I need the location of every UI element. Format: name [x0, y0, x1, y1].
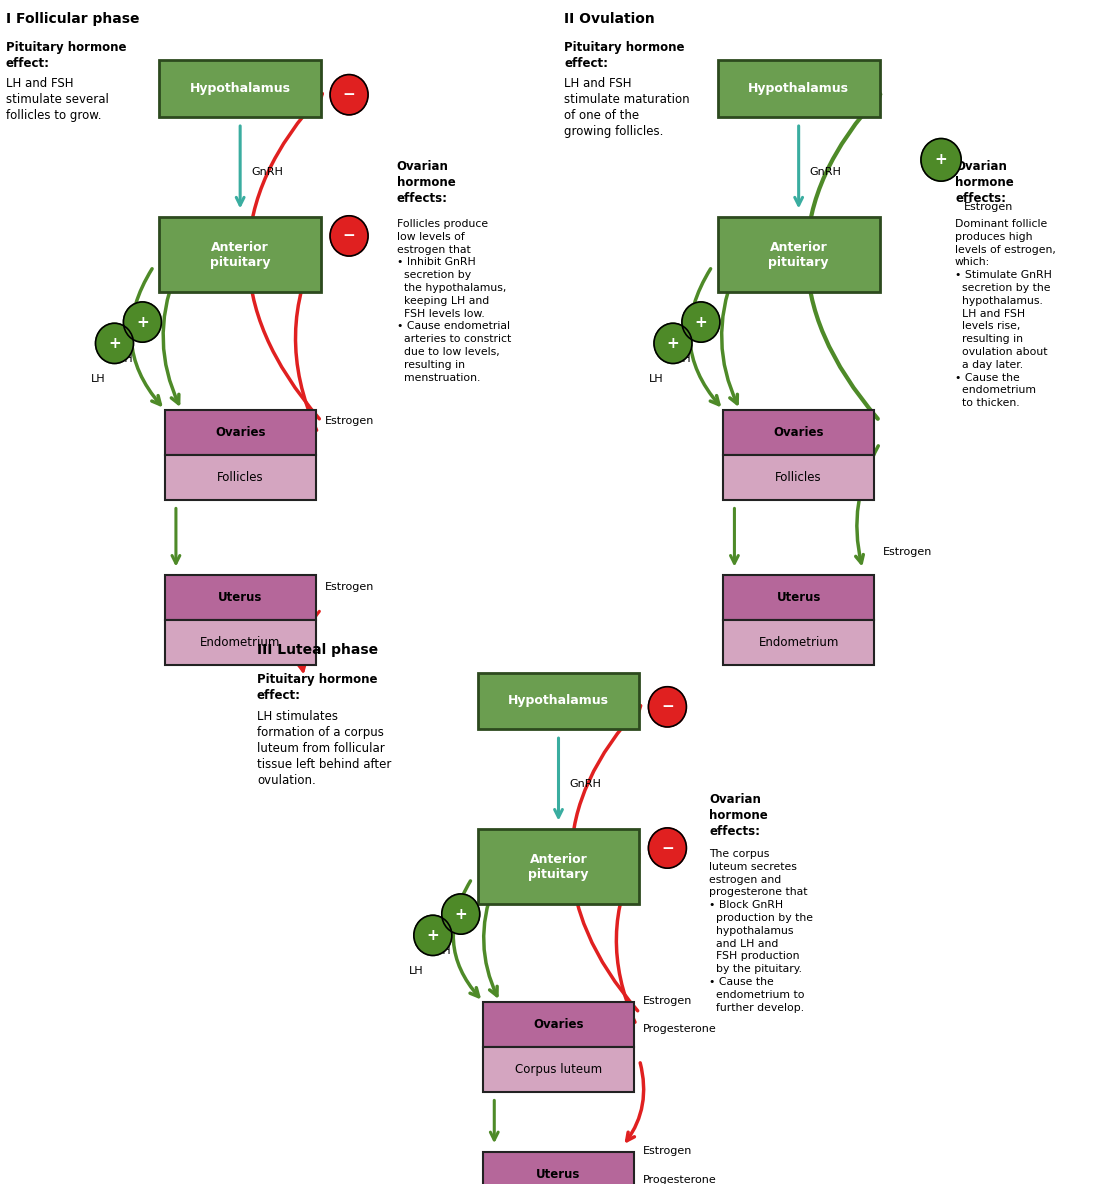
- Circle shape: [95, 323, 133, 363]
- Text: Progesterone: Progesterone: [643, 1175, 717, 1184]
- FancyBboxPatch shape: [160, 218, 322, 291]
- Circle shape: [648, 687, 686, 727]
- Text: Pituitary hormone
effect:: Pituitary hormone effect:: [257, 673, 378, 701]
- Text: Estrogen: Estrogen: [643, 996, 693, 1006]
- Text: The corpus
luteum secretes
estrogen and
progesterone that
• Block GnRH
  product: The corpus luteum secretes estrogen and …: [709, 849, 813, 1012]
- Text: Uterus: Uterus: [536, 1169, 581, 1180]
- FancyBboxPatch shape: [478, 829, 639, 905]
- Text: Uterus: Uterus: [776, 592, 821, 604]
- Text: II Ovulation: II Ovulation: [564, 12, 655, 26]
- Text: Hypothalamus: Hypothalamus: [748, 83, 849, 95]
- FancyBboxPatch shape: [483, 1152, 634, 1184]
- Text: I Follicular phase: I Follicular phase: [6, 12, 140, 26]
- Text: Uterus: Uterus: [218, 592, 262, 604]
- Text: Corpus luteum: Corpus luteum: [515, 1063, 602, 1075]
- Text: +: +: [455, 907, 467, 921]
- Text: −: −: [343, 88, 355, 102]
- FancyBboxPatch shape: [717, 60, 880, 117]
- FancyBboxPatch shape: [478, 673, 639, 729]
- Circle shape: [681, 302, 720, 342]
- Circle shape: [331, 75, 367, 115]
- Text: FSH: FSH: [430, 946, 451, 955]
- Text: Follicles produce
low levels of
estrogen that
• Inhibit GnRH
  secretion by
  th: Follicles produce low levels of estrogen…: [397, 219, 510, 382]
- Text: Estrogen: Estrogen: [963, 202, 1013, 212]
- Circle shape: [414, 915, 452, 955]
- Text: Ovarian
hormone
effects:: Ovarian hormone effects:: [397, 160, 456, 205]
- Text: +: +: [667, 336, 679, 350]
- FancyBboxPatch shape: [165, 455, 315, 500]
- Text: Progesterone: Progesterone: [643, 1024, 717, 1035]
- Text: Estrogen: Estrogen: [882, 547, 933, 556]
- Text: Pituitary hormone
effect:: Pituitary hormone effect:: [564, 41, 685, 70]
- Text: Follicles: Follicles: [217, 471, 264, 483]
- Circle shape: [648, 828, 686, 868]
- Text: LH: LH: [90, 374, 105, 384]
- FancyBboxPatch shape: [165, 620, 315, 665]
- Text: Ovarian
hormone
effects:: Ovarian hormone effects:: [955, 160, 1014, 205]
- Text: Ovaries: Ovaries: [533, 1018, 584, 1030]
- Text: +: +: [427, 928, 439, 942]
- Text: GnRH: GnRH: [251, 167, 284, 176]
- Text: Ovarian
hormone
effects:: Ovarian hormone effects:: [709, 793, 768, 838]
- FancyBboxPatch shape: [483, 1002, 634, 1047]
- Circle shape: [442, 894, 480, 934]
- Circle shape: [331, 215, 367, 256]
- Text: Anterior
pituitary: Anterior pituitary: [210, 240, 270, 269]
- Text: III Luteal phase: III Luteal phase: [257, 643, 378, 657]
- Text: LH: LH: [649, 374, 663, 384]
- Text: Anterior
pituitary: Anterior pituitary: [528, 852, 589, 881]
- Text: +: +: [935, 153, 947, 167]
- Text: FSH: FSH: [670, 354, 691, 363]
- FancyBboxPatch shape: [165, 575, 315, 620]
- Text: Anterior
pituitary: Anterior pituitary: [768, 240, 829, 269]
- Text: FSH: FSH: [112, 354, 133, 363]
- Text: LH and FSH
stimulate several
follicles to grow.: LH and FSH stimulate several follicles t…: [6, 77, 108, 122]
- Text: Dominant follicle
produces high
levels of estrogen,
which:
• Stimulate GnRH
  se: Dominant follicle produces high levels o…: [955, 219, 1056, 408]
- Text: Follicles: Follicles: [775, 471, 822, 483]
- Text: Estrogen: Estrogen: [643, 1146, 693, 1157]
- Circle shape: [123, 302, 161, 342]
- FancyBboxPatch shape: [717, 218, 880, 291]
- Text: Estrogen: Estrogen: [324, 581, 374, 592]
- Text: +: +: [108, 336, 121, 350]
- FancyBboxPatch shape: [724, 455, 873, 500]
- Circle shape: [920, 139, 961, 181]
- FancyBboxPatch shape: [483, 1047, 634, 1092]
- Text: LH and FSH
stimulate maturation
of one of the
growing follicles.: LH and FSH stimulate maturation of one o…: [564, 77, 689, 139]
- Text: GnRH: GnRH: [810, 167, 842, 176]
- FancyBboxPatch shape: [724, 575, 873, 620]
- Circle shape: [653, 323, 691, 363]
- Text: Ovaries: Ovaries: [773, 426, 824, 438]
- Text: Pituitary hormone
effect:: Pituitary hormone effect:: [6, 41, 126, 70]
- Text: GnRH: GnRH: [570, 779, 602, 789]
- Text: −: −: [661, 700, 674, 714]
- Text: −: −: [661, 841, 674, 856]
- Text: Hypothalamus: Hypothalamus: [190, 83, 290, 95]
- Text: −: −: [343, 229, 355, 244]
- FancyBboxPatch shape: [160, 60, 322, 117]
- FancyBboxPatch shape: [724, 620, 873, 665]
- Text: Hypothalamus: Hypothalamus: [508, 695, 609, 707]
- Text: Endometrium: Endometrium: [758, 637, 839, 649]
- Text: Estrogen: Estrogen: [324, 416, 374, 426]
- Text: LH stimulates
formation of a corpus
luteum from follicular
tissue left behind af: LH stimulates formation of a corpus lute…: [257, 710, 391, 787]
- Text: Ovaries: Ovaries: [214, 426, 266, 438]
- Text: LH: LH: [409, 966, 423, 976]
- FancyBboxPatch shape: [724, 410, 873, 455]
- Text: +: +: [136, 315, 149, 329]
- Text: +: +: [695, 315, 707, 329]
- Text: Endometrium: Endometrium: [200, 637, 280, 649]
- FancyBboxPatch shape: [165, 410, 315, 455]
